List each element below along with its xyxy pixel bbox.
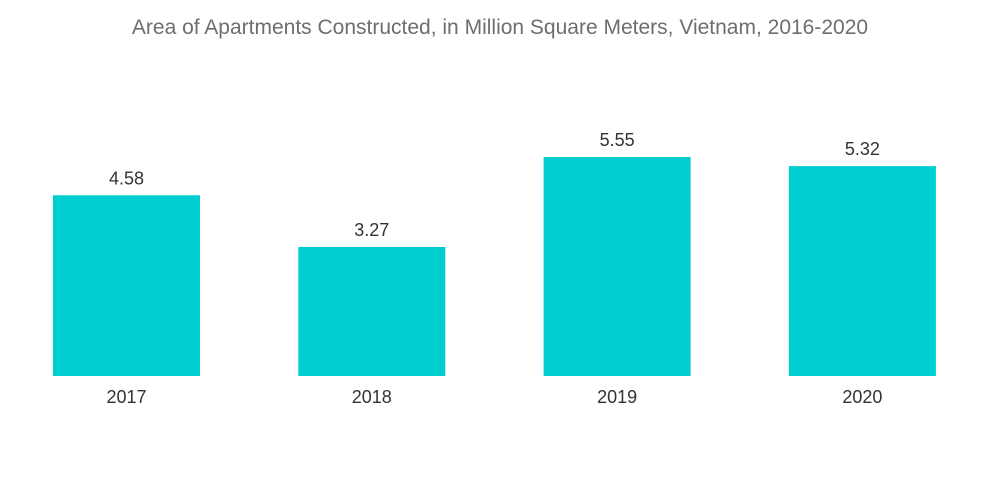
chart-title: Area of Apartments Constructed, in Milli… <box>131 16 869 39</box>
bars-group <box>53 157 936 376</box>
x-tick-label-2020: 2020 <box>842 387 882 407</box>
x-tick-label-2019: 2019 <box>597 387 637 407</box>
value-label-2020: 5.32 <box>845 139 880 159</box>
x-tick-label-2018: 2018 <box>352 387 392 407</box>
bar-2017 <box>53 195 200 376</box>
x-axis-ticks: 2017 2018 2019 2020 <box>106 387 882 407</box>
value-label-2019: 5.55 <box>600 130 635 150</box>
value-label-2018: 3.27 <box>354 220 389 240</box>
value-label-2017: 4.58 <box>109 168 144 188</box>
bar-2018 <box>298 247 446 376</box>
x-tick-label-2017: 2017 <box>106 387 146 407</box>
bar-2020 <box>788 166 936 376</box>
bar-2019 <box>543 157 691 376</box>
value-labels-group: 4.58 3.27 5.55 5.32 <box>109 130 880 240</box>
